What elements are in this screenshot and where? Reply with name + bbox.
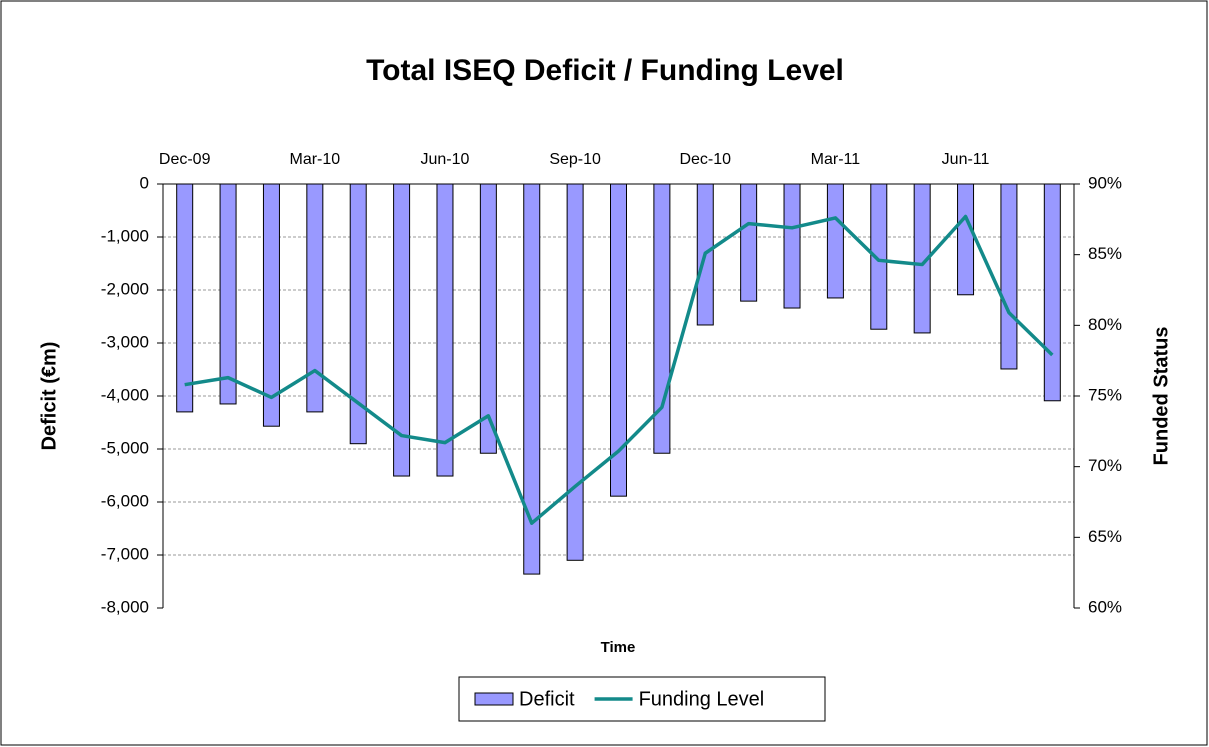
legend-label: Funding Level (639, 688, 765, 710)
y2-tick-label: 90% (1088, 173, 1122, 192)
y-tick-label: -8,000 (101, 597, 149, 616)
bar (1000, 183, 1018, 370)
legend-swatch (474, 692, 514, 706)
bar (610, 183, 627, 497)
bar (1043, 183, 1061, 402)
bar (393, 183, 411, 477)
bar (913, 183, 931, 334)
bar (957, 183, 975, 296)
y-tick-label: -6,000 (101, 491, 149, 510)
x-axis-title: Time (601, 639, 636, 656)
y-tick-label: -3,000 (101, 332, 149, 351)
bar (479, 183, 497, 454)
y2-axis-title: Funded Status (1150, 327, 1172, 466)
bar (826, 183, 844, 299)
chart-title: Total ISEQ Deficit / Funding Level (366, 54, 844, 87)
y-tick-label: -2,000 (101, 279, 149, 298)
bar (219, 183, 237, 405)
x-tick-label: Jun-11 (942, 151, 990, 168)
legend-label: Deficit (519, 688, 575, 710)
line (184, 214, 1054, 525)
x-tick-label: Mar-11 (811, 151, 861, 168)
y2-tick-label: 75% (1088, 385, 1122, 404)
x-tick-label: Sep-10 (549, 151, 601, 168)
y-tick-label: -1,000 (101, 226, 149, 245)
y2-tick-label: 65% (1088, 527, 1122, 546)
bar (783, 183, 801, 309)
bar (740, 183, 758, 302)
x-tick-label: Mar-10 (289, 151, 340, 168)
y-tick-label: -7,000 (101, 544, 149, 563)
bar (176, 183, 194, 413)
x-tick-label: Jun-10 (421, 151, 470, 168)
y-tick-label: -4,000 (101, 385, 149, 404)
bar (349, 183, 367, 445)
bar (306, 183, 324, 413)
bar (436, 183, 454, 477)
legend-box (458, 676, 826, 722)
y2-tick-label: 80% (1088, 315, 1122, 334)
bar (653, 183, 671, 454)
y2-tick-label: 60% (1088, 597, 1122, 616)
bar (566, 183, 584, 561)
bar (870, 183, 888, 330)
y-axis-title: Deficit (€m) (38, 342, 60, 451)
y-tick-label: 0 (140, 173, 149, 192)
bar (523, 183, 541, 575)
y2-tick-label: 70% (1088, 456, 1122, 475)
x-tick-label: Dec-10 (679, 151, 731, 168)
y-tick-label: -5,000 (101, 438, 149, 457)
x-tick-label: Dec-09 (159, 151, 211, 168)
bar (262, 183, 280, 427)
y2-tick-label: 85% (1088, 244, 1122, 263)
